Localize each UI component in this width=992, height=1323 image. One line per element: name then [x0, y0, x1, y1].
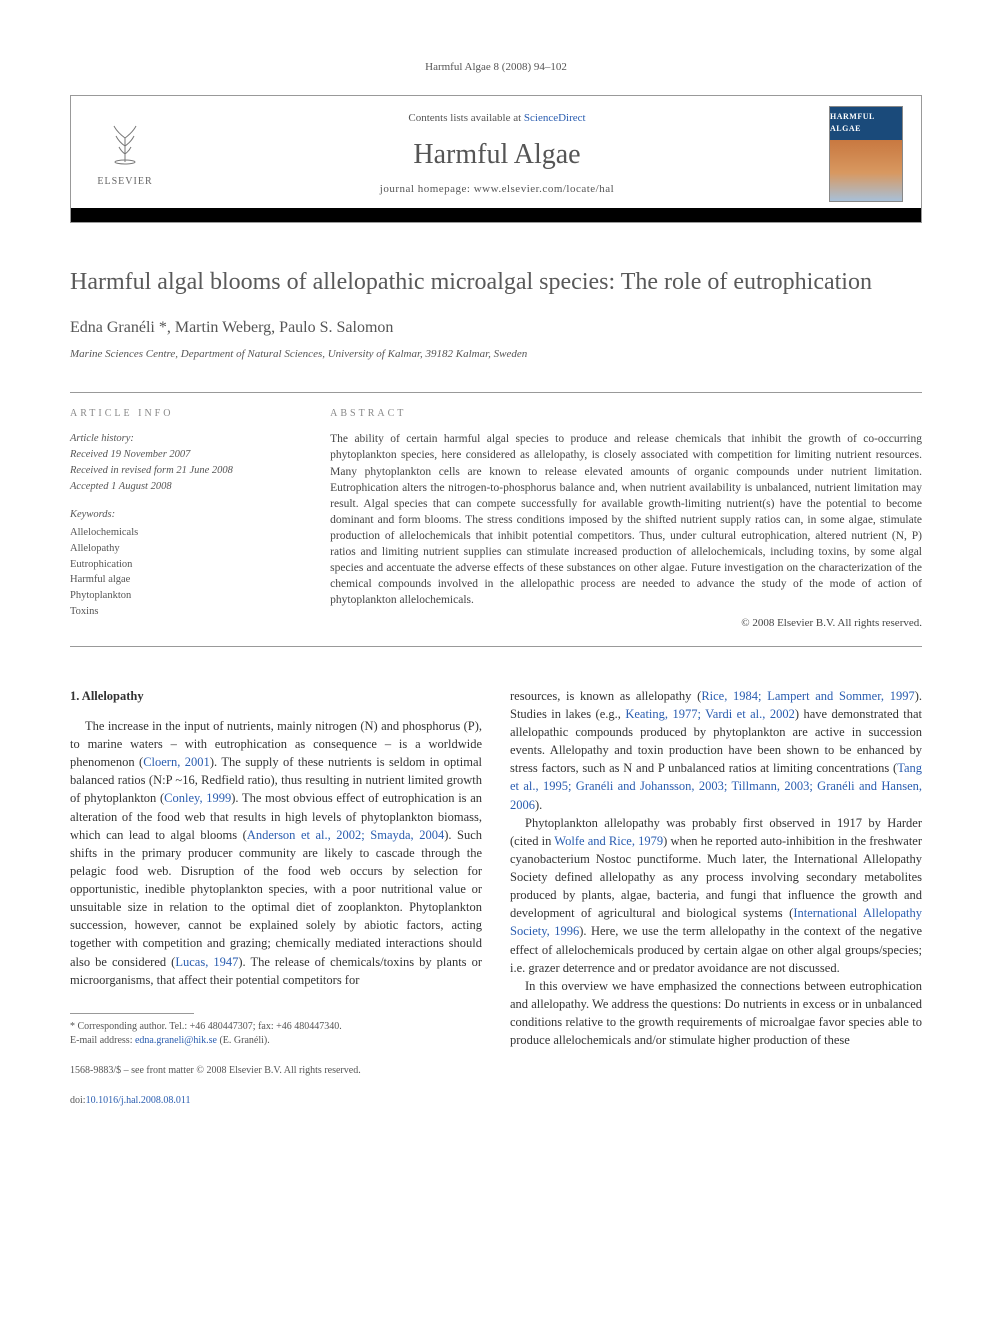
- journal-homepage-line: journal homepage: www.elsevier.com/locat…: [165, 182, 829, 197]
- citation-link[interactable]: Keating, 1977; Vardi et al., 2002: [625, 707, 795, 721]
- paragraph: The increase in the input of nutrients, …: [70, 717, 482, 989]
- contents-prefix: Contents lists available at: [408, 112, 523, 124]
- page: Harmful Algae 8 (2008) 94–102 ELSEVIER C…: [0, 0, 992, 1148]
- article-title: Harmful algal blooms of allelopathic mic…: [70, 267, 922, 298]
- paragraph: In this overview we have emphasized the …: [510, 977, 922, 1050]
- header-top-row: ELSEVIER Contents lists available at Sci…: [71, 96, 921, 208]
- sciencedirect-link[interactable]: ScienceDirect: [524, 112, 586, 124]
- history-head: Article history:: [70, 431, 300, 447]
- left-column: 1. Allelopathy The increase in the input…: [70, 687, 482, 1108]
- keyword: Harmful algae: [70, 572, 300, 588]
- elsevier-tree-icon: [102, 120, 148, 173]
- abstract-column: ABSTRACT The ability of certain harmful …: [330, 407, 922, 631]
- article-info-row: ARTICLE INFO Article history: Received 1…: [70, 392, 922, 646]
- history-line: Accepted 1 August 2008: [70, 479, 300, 495]
- keyword: Toxins: [70, 604, 300, 620]
- author-affiliation: Marine Sciences Centre, Department of Na…: [70, 347, 922, 362]
- publisher-logo: ELSEVIER: [85, 114, 165, 194]
- article-info-column: ARTICLE INFO Article history: Received 1…: [70, 407, 300, 631]
- issn-copyright-line: 1568-9883/$ – see front matter © 2008 El…: [70, 1064, 482, 1078]
- footnote-rule: [70, 1013, 194, 1014]
- doi-line: doi:10.1016/j.hal.2008.08.011: [70, 1094, 482, 1108]
- citation-link[interactable]: Anderson et al., 2002; Smayda, 2004: [247, 828, 444, 842]
- abstract-label: ABSTRACT: [330, 407, 922, 421]
- email-line: E-mail address: edna.graneli@hik.se (E. …: [70, 1034, 482, 1048]
- homepage-url[interactable]: www.elsevier.com/locate/hal: [474, 183, 614, 195]
- journal-header-box: ELSEVIER Contents lists available at Sci…: [70, 95, 922, 223]
- citation-link[interactable]: Rice, 1984; Lampert and Sommer, 1997: [701, 689, 914, 703]
- running-head: Harmful Algae 8 (2008) 94–102: [70, 60, 922, 75]
- article-info-label: ARTICLE INFO: [70, 407, 300, 421]
- section-heading: 1. Allelopathy: [70, 687, 482, 705]
- header-black-bar: [71, 208, 921, 222]
- body-columns: 1. Allelopathy The increase in the input…: [70, 687, 922, 1108]
- contents-available-line: Contents lists available at ScienceDirec…: [165, 111, 829, 126]
- citation-link[interactable]: Cloern, 2001: [143, 755, 210, 769]
- keyword: Allelochemicals: [70, 525, 300, 541]
- journal-cover-thumbnail: HARMFUL ALGAE: [829, 106, 903, 202]
- history-line: Received 19 November 2007: [70, 447, 300, 463]
- abstract-copyright: © 2008 Elsevier B.V. All rights reserved…: [330, 616, 922, 631]
- keyword: Allelopathy: [70, 541, 300, 557]
- citation-link[interactable]: Conley, 1999: [164, 791, 231, 805]
- right-column: resources, is known as allelopathy (Rice…: [510, 687, 922, 1108]
- publisher-name: ELSEVIER: [97, 175, 152, 189]
- citation-link[interactable]: Lucas, 1947: [175, 955, 238, 969]
- article-history: Article history: Received 19 November 20…: [70, 431, 300, 494]
- homepage-prefix: journal homepage:: [380, 183, 474, 195]
- history-line: Received in revised form 21 June 2008: [70, 463, 300, 479]
- doi-link[interactable]: 10.1016/j.hal.2008.08.011: [86, 1095, 191, 1106]
- paragraph: Phytoplankton allelopathy was probably f…: [510, 814, 922, 977]
- keyword: Eutrophication: [70, 557, 300, 573]
- abstract-text: The ability of certain harmful algal spe…: [330, 431, 922, 608]
- keywords-head: Keywords:: [70, 508, 300, 523]
- author-list: Edna Granéli *, Martin Weberg, Paulo S. …: [70, 317, 922, 339]
- cover-title: HARMFUL ALGAE: [830, 111, 902, 133]
- paragraph: resources, is known as allelopathy (Rice…: [510, 687, 922, 814]
- header-center: Contents lists available at ScienceDirec…: [165, 111, 829, 197]
- keyword: Phytoplankton: [70, 588, 300, 604]
- citation-link[interactable]: Wolfe and Rice, 1979: [554, 834, 663, 848]
- email-link[interactable]: edna.graneli@hik.se: [135, 1035, 217, 1046]
- corresponding-author-footnote: * Corresponding author. Tel.: +46 480447…: [70, 1020, 482, 1048]
- keywords-list: Allelochemicals Allelopathy Eutrophicati…: [70, 525, 300, 620]
- journal-name: Harmful Algae: [165, 135, 829, 174]
- corr-author-line: * Corresponding author. Tel.: +46 480447…: [70, 1020, 482, 1034]
